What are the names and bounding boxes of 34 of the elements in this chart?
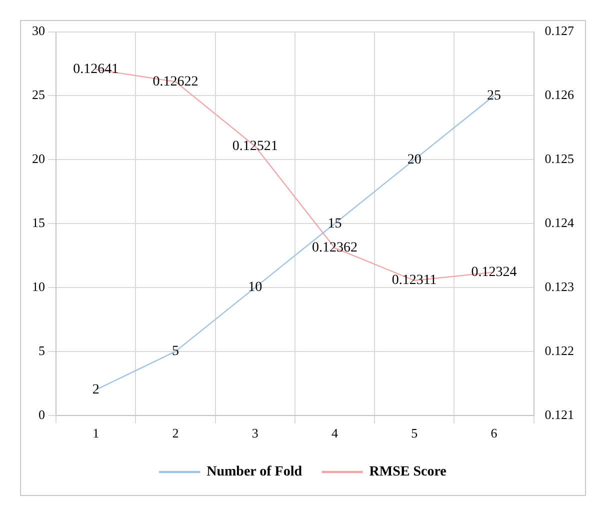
y-tick-label: 0 (38, 406, 45, 422)
data-label: 15 (328, 216, 342, 232)
data-label: 0.12521 (232, 138, 278, 154)
x-tick-label: 6 (490, 426, 498, 441)
y2-tick-label: 0.124 (544, 215, 574, 230)
data-label: 2 (92, 382, 100, 398)
x-tick-label: 3 (252, 426, 258, 441)
legend-label: Number of Fold (206, 464, 302, 480)
data-label: 0.12362 (312, 240, 358, 256)
legend-label: RMSE Score (369, 464, 446, 480)
y-tick-label: 5 (38, 342, 45, 358)
data-label: 5 (172, 344, 179, 360)
data-label: 0.12622 (152, 74, 198, 90)
data-label: 25 (486, 88, 501, 104)
data-label: 0.12324 (471, 264, 517, 280)
y-tick-label: 25 (32, 87, 45, 102)
data-label: 0.12641 (73, 62, 119, 78)
x-tick-label: 1 (92, 426, 100, 441)
y-tick-label: 30 (32, 23, 45, 38)
y2-tick-label: 0.123 (544, 278, 574, 294)
x-tick-label: 4 (331, 426, 338, 441)
y-tick-label: 15 (32, 215, 45, 230)
data-label: 10 (248, 280, 262, 296)
y-tick-label: 20 (32, 151, 45, 166)
y-tick-label: 10 (32, 278, 45, 294)
data-label: 20 (407, 152, 422, 168)
y2-tick-label: 0.122 (544, 342, 574, 358)
y2-tick-label: 0.125 (544, 151, 574, 166)
y2-tick-label: 0.121 (544, 406, 574, 422)
x-tick-label: 2 (172, 426, 179, 441)
x-tick-label: 5 (411, 426, 418, 441)
data-label: 0.12311 (392, 273, 437, 288)
y2-tick-label: 0.126 (544, 87, 574, 102)
y2-tick-label: 0.127 (544, 23, 574, 38)
